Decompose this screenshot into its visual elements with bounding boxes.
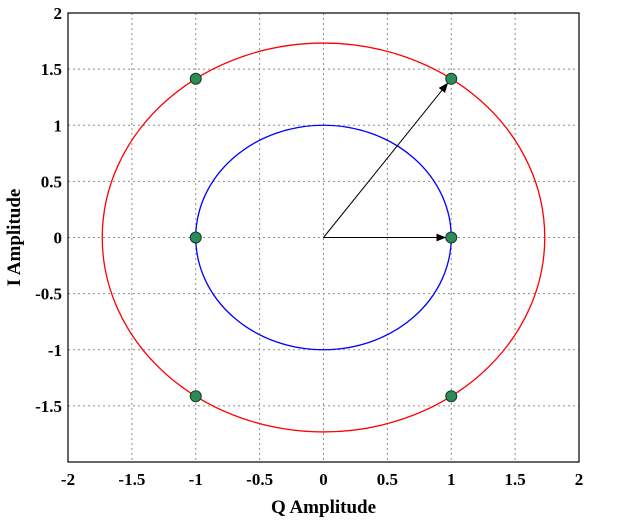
data-point-2 — [189, 390, 202, 403]
data-point-3 — [445, 72, 458, 85]
y-axis-title: I Amplitude — [4, 189, 25, 287]
y-tick-label-7: 2 — [54, 4, 63, 23]
x-tick-label-1: -1.5 — [118, 470, 145, 489]
arrow-0 — [323, 82, 449, 238]
y-tick-label-6: 1.5 — [41, 60, 62, 79]
data-point-1 — [189, 231, 202, 244]
y-tick-label-0: -1.5 — [35, 397, 62, 416]
y-tick-label-5: 1 — [54, 116, 63, 135]
x-tick-label-2: -1 — [189, 470, 203, 489]
x-tick-label-8: 2 — [575, 470, 584, 489]
x-tick-label-7: 1.5 — [505, 470, 526, 489]
x-tick-label-4: 0 — [319, 470, 328, 489]
data-points — [189, 72, 458, 403]
x-tick-label-6: 1 — [447, 470, 456, 489]
x-tick-label-3: -0.5 — [246, 470, 273, 489]
y-tick-label-3: 0 — [54, 229, 63, 248]
data-point-4 — [445, 231, 458, 244]
y-tick-labels: -1.5 -1 -0.5 0 0.5 1 1.5 2 — [35, 4, 62, 416]
y-tick-label-1: -1 — [48, 341, 62, 360]
plot-frame — [67, 12, 580, 463]
x-axis-title: Q Amplitude — [271, 497, 376, 518]
data-point-0 — [189, 72, 202, 85]
arrows — [323, 82, 449, 242]
x-tick-labels: -2 -1.5 -1 -0.5 0 0.5 1 1.5 2 — [61, 470, 583, 489]
y-tick-label-2: -0.5 — [35, 285, 62, 304]
x-tick-label-5: 0.5 — [377, 470, 398, 489]
x-tick-label-0: -2 — [61, 470, 75, 489]
data-point-5 — [445, 390, 458, 403]
y-tick-label-4: 0.5 — [41, 172, 62, 191]
circle-1 — [101, 42, 546, 433]
